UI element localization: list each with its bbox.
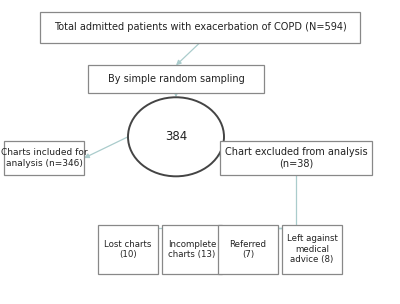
Ellipse shape [128, 97, 224, 176]
Text: Charts included for
analysis (n=346): Charts included for analysis (n=346) [1, 148, 87, 168]
Text: Left against
medical
advice (8): Left against medical advice (8) [286, 234, 338, 264]
FancyBboxPatch shape [88, 65, 264, 93]
FancyBboxPatch shape [40, 12, 360, 43]
Text: By simple random sampling: By simple random sampling [108, 74, 244, 84]
Text: Referred
(7): Referred (7) [230, 240, 266, 259]
FancyBboxPatch shape [98, 225, 158, 274]
Text: Chart excluded from analysis
(n=38): Chart excluded from analysis (n=38) [225, 147, 367, 169]
Text: 384: 384 [165, 130, 187, 143]
Text: Lost charts
(10): Lost charts (10) [104, 240, 152, 259]
FancyBboxPatch shape [162, 225, 222, 274]
FancyBboxPatch shape [282, 225, 342, 274]
FancyBboxPatch shape [220, 141, 372, 175]
Text: Incomplete
charts (13): Incomplete charts (13) [168, 240, 216, 259]
FancyBboxPatch shape [4, 141, 84, 175]
FancyBboxPatch shape [218, 225, 278, 274]
Text: Total admitted patients with exacerbation of COPD (N=594): Total admitted patients with exacerbatio… [54, 22, 346, 32]
